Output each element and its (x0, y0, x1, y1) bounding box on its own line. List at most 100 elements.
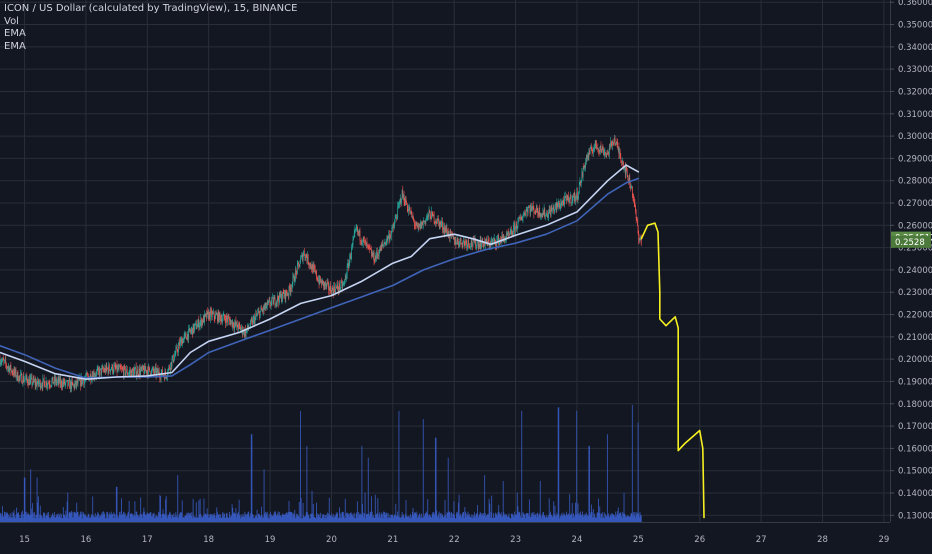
candle-body (423, 221, 424, 224)
indicator-vol[interactable]: Vol (4, 16, 297, 29)
candle-body (549, 209, 550, 212)
yellow-drawing-line (641, 223, 704, 517)
candle-body (461, 244, 462, 245)
candle-body (562, 200, 563, 202)
candle-body (466, 242, 467, 247)
candle-body (324, 283, 325, 286)
candle-body (211, 311, 212, 312)
candle-body (19, 376, 20, 377)
candle-body (635, 205, 636, 212)
candle-body (309, 264, 310, 265)
candle-body (612, 141, 613, 146)
candle-body (425, 221, 426, 224)
candle-body (507, 232, 508, 235)
indicator-ema-1[interactable]: EMA (4, 28, 297, 41)
candle-body (168, 366, 169, 369)
candle-body (546, 213, 547, 215)
candle-body (351, 246, 352, 255)
indicator-ema-2[interactable]: EMA (4, 41, 297, 54)
candle-body (535, 212, 536, 213)
candle-body (502, 236, 503, 238)
candle-body (404, 195, 405, 202)
candle-body (61, 380, 62, 385)
candle-body (364, 240, 365, 241)
candle-body (465, 241, 466, 245)
candle-body (180, 341, 181, 346)
candle-body (135, 367, 136, 368)
candle-body (304, 251, 305, 255)
candle-body (513, 226, 514, 235)
candle-body (373, 252, 374, 256)
candle-body (537, 206, 538, 212)
candle-body (265, 303, 266, 307)
candle-body (518, 220, 519, 227)
candle-body (16, 370, 17, 378)
candle-body (23, 376, 24, 381)
candle-body (45, 387, 46, 388)
candle-body (262, 310, 263, 311)
candle-body (270, 305, 271, 306)
candle-body (461, 238, 462, 244)
candle-body (117, 368, 118, 372)
candle-body (496, 245, 497, 246)
candle-body (359, 230, 360, 233)
candle-body (132, 369, 133, 377)
candle-body (133, 369, 134, 371)
candle-body (256, 314, 257, 315)
candle-body (431, 218, 432, 219)
symbol-title[interactable]: ICON / US Dollar (calculated by TradingV… (4, 3, 297, 16)
candle-body (313, 266, 314, 273)
candle-body (337, 285, 338, 289)
candle-body (380, 247, 381, 251)
candle-body (26, 376, 27, 378)
candle-body (525, 213, 526, 215)
candle-body (325, 282, 326, 285)
candle-body (30, 379, 31, 385)
candle-body (596, 140, 597, 144)
candle-body (195, 323, 196, 324)
candle-body (358, 231, 359, 234)
candle-body (587, 156, 588, 158)
candle-body (113, 366, 114, 371)
candle-body (195, 324, 196, 326)
candle-body (331, 288, 332, 295)
candle-body (318, 280, 319, 282)
candle-body (399, 204, 400, 205)
candle-body (35, 382, 36, 385)
candle-body (12, 370, 13, 373)
candle-body (236, 321, 237, 325)
candle-body (534, 212, 535, 214)
price-tick-label: 0.2000000 (898, 355, 932, 365)
candle-body (34, 379, 35, 382)
candle-body (212, 313, 213, 317)
candle-body (290, 289, 291, 292)
candle-body (5, 360, 6, 364)
candle-body (538, 213, 539, 215)
candle-body (303, 255, 304, 260)
candle-body (308, 264, 309, 265)
candle-body (614, 138, 615, 143)
candle-body (154, 371, 155, 373)
candle-body (57, 382, 58, 383)
candle-body (307, 255, 308, 262)
candle-body (439, 221, 440, 227)
candle-body (361, 241, 362, 243)
candle-body (41, 386, 42, 387)
candle-body (140, 370, 141, 375)
candle-body (277, 296, 278, 302)
candle-body (228, 318, 229, 321)
candle-body (404, 202, 405, 205)
candle-body (599, 150, 600, 151)
candle-body (411, 211, 412, 217)
candle-body (347, 266, 348, 276)
candle-body (574, 193, 575, 201)
candle-body (191, 330, 192, 332)
candle-body (589, 151, 590, 154)
candle-body (615, 138, 616, 145)
candle-body (120, 368, 121, 369)
candle-body (417, 225, 418, 228)
candle-body (186, 334, 187, 338)
grid (0, 0, 890, 522)
